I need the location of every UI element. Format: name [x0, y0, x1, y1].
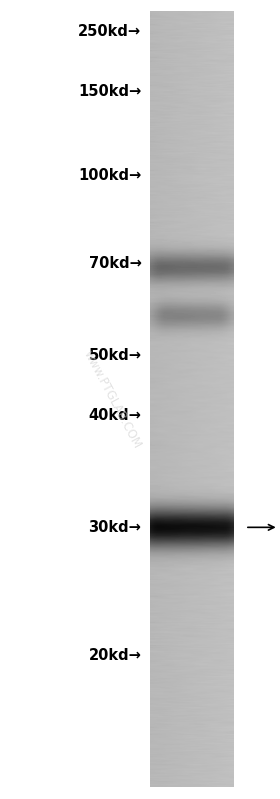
Text: 20kd→: 20kd→ — [88, 648, 141, 662]
Text: 50kd→: 50kd→ — [88, 348, 141, 363]
Text: 100kd→: 100kd→ — [78, 169, 141, 183]
Text: 250kd→: 250kd→ — [78, 25, 141, 39]
Text: 40kd→: 40kd→ — [88, 408, 141, 423]
Text: 30kd→: 30kd→ — [88, 520, 141, 535]
Text: 150kd→: 150kd→ — [78, 85, 141, 99]
Text: www.PTGLAB.COM: www.PTGLAB.COM — [81, 348, 143, 451]
Text: 70kd→: 70kd→ — [88, 256, 141, 271]
